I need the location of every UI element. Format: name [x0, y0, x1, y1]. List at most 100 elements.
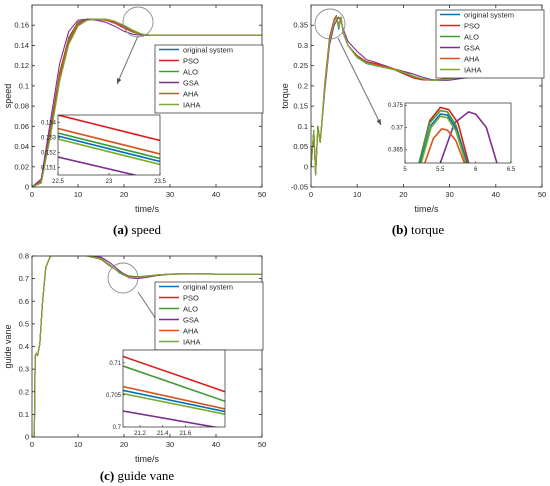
zoom-arrow-head — [117, 78, 122, 84]
y-axis-label: guide vane — [3, 324, 13, 368]
inset-series-group — [418, 106, 498, 163]
legend-entry: GSA — [464, 44, 480, 53]
y-axis-label: torque — [280, 83, 290, 109]
y-tick-label: 0.25 — [293, 61, 308, 70]
y-axis: -0.05 0 0.05 0.1 0.15 0.2 0.25 0.3 0.35 — [291, 21, 542, 192]
y-tick-label: 0.02 — [14, 162, 29, 171]
inset-line-gsa — [439, 111, 498, 163]
panel-caption: (b) torque — [392, 222, 445, 237]
inset-zoom: 21.2 21.4 21.6 0.7 0.705 0.71 — [106, 349, 226, 437]
y-tick-label: -0.05 — [291, 183, 308, 192]
zoom-circle — [107, 262, 139, 294]
inset-y-tick-label: 0.151 — [41, 166, 57, 172]
caption-text: speed — [128, 222, 161, 237]
inset-y-tick-label: 0.705 — [106, 393, 122, 399]
y-tick-label: 0 — [25, 433, 29, 442]
y-tick-label: 0.4 — [19, 342, 29, 351]
inset-series-group — [58, 115, 160, 175]
legend-box — [435, 9, 545, 79]
inset-series-group — [123, 355, 225, 427]
series-group — [31, 18, 262, 188]
y-tick-label: 0.35 — [293, 21, 308, 30]
inset-y-tick-label: 0.7 — [113, 425, 122, 431]
x-tick-label: 30 — [166, 440, 174, 449]
x-tick-label: 20 — [399, 190, 407, 199]
y-tick-label: 0.7 — [19, 274, 29, 283]
legend: original system PSO ALO GSA AHA IAHA — [154, 44, 264, 114]
inset-line-pso — [58, 115, 160, 142]
caption-text: guide vane — [114, 468, 174, 483]
legend-box — [154, 44, 264, 114]
x-tick-label: 30 — [445, 190, 453, 199]
inset-x-tick-label: 5 — [403, 167, 407, 173]
series-line-iaha — [31, 18, 262, 188]
panel-caption: (c) guide vane — [100, 468, 175, 483]
zoom-arrow-line — [337, 37, 382, 126]
inset-line-alo — [58, 132, 160, 160]
inset-frame — [404, 102, 512, 164]
caption-text: torque — [408, 222, 445, 237]
inset-line-alo — [123, 365, 225, 403]
caption-letter: (c) — [100, 468, 114, 483]
legend-entry: PSO — [183, 57, 199, 66]
x-tick-label: 50 — [258, 190, 266, 199]
legend-entry: original system — [183, 283, 233, 292]
y-tick-label: 0.1 — [19, 81, 29, 90]
inset-x-tick-label: 21.6 — [179, 431, 191, 437]
x-tick-label: 40 — [212, 440, 220, 449]
panel-caption: (a) speed — [113, 222, 162, 237]
y-tick-label: 0.04 — [14, 142, 29, 151]
x-tick-label: 0 — [309, 190, 313, 199]
legend-entry: ALO — [183, 305, 198, 314]
inset-x-tick-label: 23.5 — [154, 179, 166, 185]
y-tick-label: 0.1 — [298, 122, 308, 131]
y-tick-label: 0 — [304, 162, 308, 171]
y-tick-label: 0.2 — [19, 387, 29, 396]
legend-entry: ALO — [464, 33, 479, 42]
inset-x-tick-label: 6 — [474, 167, 478, 173]
legend-entry: original system — [183, 46, 233, 55]
inset-line-iaha — [123, 392, 225, 415]
legend-entry: IAHA — [464, 66, 482, 75]
y-axis: 0 0.02 0.04 0.06 0.08 0.1 0.12 0.14 0.16 — [14, 21, 262, 192]
caption-letter: (a) — [113, 222, 128, 237]
y-tick-label: 0.1 — [19, 410, 29, 419]
zoom-arrow-line — [116, 35, 139, 85]
x-tick-label: 0 — [30, 190, 34, 199]
inset-frame — [122, 349, 226, 428]
y-tick-label: 0.2 — [298, 81, 308, 90]
y-tick-label: 0.8 — [19, 252, 29, 261]
y-tick-label: 0.14 — [14, 41, 29, 50]
inset-x-tick-label: 23 — [106, 179, 113, 185]
inset-x-tick-label: 21.4 — [157, 431, 169, 437]
inset-x-tick-label: 6.5 — [507, 167, 516, 173]
x-tick-label: 50 — [258, 440, 266, 449]
inset-line-pso — [123, 355, 225, 393]
y-axis-label: speed — [3, 84, 13, 109]
inset-y-tick-label: 0.153 — [41, 136, 57, 142]
x-tick-label: 50 — [538, 190, 546, 199]
inset-zoom: 5 5.5 6 6.5 0.365 0.37 0.375 — [388, 102, 516, 173]
inset-line-gsa — [58, 156, 138, 175]
inset-y-tick-label: 0.365 — [388, 148, 404, 154]
series-group — [32, 255, 262, 438]
legend-entry: IAHA — [183, 101, 201, 110]
caption-letter: (b) — [392, 222, 408, 237]
x-axis: 0 10 20 30 40 50 — [30, 256, 266, 449]
inset-x-tick-label: 21.2 — [134, 431, 146, 437]
panel-a: 0 10 20 30 40 5000.020.040.060.080.10.120.140… — [3, 4, 266, 237]
legend-entry: original system — [464, 11, 514, 20]
x-axis-label: time/s — [414, 204, 439, 214]
inset-line-original-system — [58, 135, 160, 163]
inset-line-iaha — [420, 115, 467, 163]
legend-entry: GSA — [183, 316, 199, 325]
inset-y-tick-label: 0.375 — [388, 103, 404, 109]
x-tick-label: 10 — [74, 190, 82, 199]
inset-y-tick-label: 0.71 — [109, 361, 121, 367]
inset-y-tick-label: 0.154 — [41, 121, 57, 127]
legend: original system PSO ALO GSA AHA IAHA — [435, 9, 545, 79]
y-tick-label: 0.6 — [19, 297, 29, 306]
inset-line-gsa — [123, 410, 219, 427]
x-axis: 0 10 20 30 40 50 — [30, 5, 266, 199]
legend-entry: IAHA — [183, 338, 201, 347]
